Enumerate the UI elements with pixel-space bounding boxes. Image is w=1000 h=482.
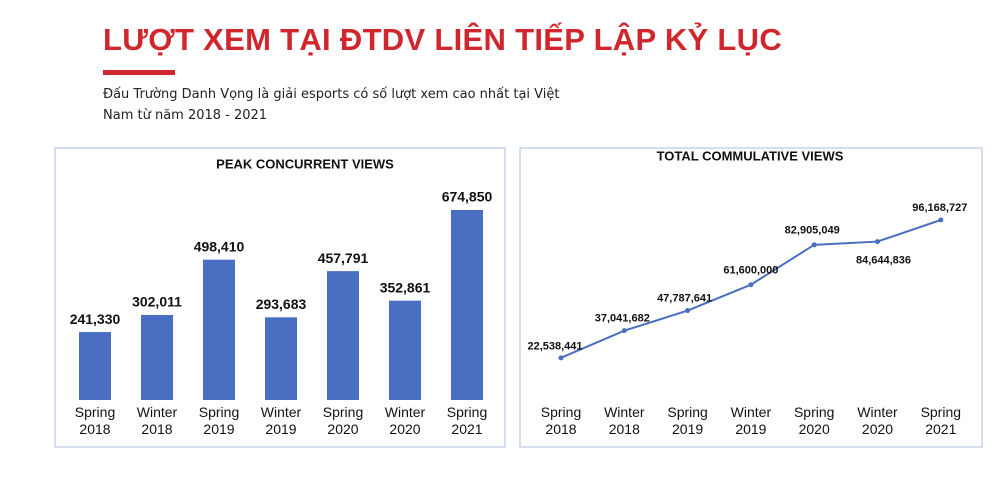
data-label: 674,850	[442, 189, 493, 205]
data-label: 457,791	[318, 250, 369, 266]
point	[685, 308, 691, 314]
bar	[451, 210, 483, 400]
x-tick-label: Spring 2018	[75, 404, 115, 437]
point	[811, 242, 817, 248]
x-tick-label: Spring 2020	[323, 404, 363, 437]
x-tick-label: Spring 2019	[199, 404, 239, 437]
point	[621, 328, 627, 334]
chart-frame	[519, 147, 983, 448]
line	[560, 219, 942, 359]
page-title: LƯỢT XEM TẠI ĐTDV LIÊN TIẾP LẬP KỶ LỤC	[103, 22, 783, 57]
bar	[327, 271, 359, 400]
x-tick-label: Winter 2019	[731, 404, 772, 437]
data-label: 47,787,641	[657, 292, 712, 304]
x-tick-label: Spring 2021	[447, 404, 487, 437]
data-label: 498,410	[194, 238, 245, 254]
point	[938, 217, 944, 223]
data-label: 352,861	[380, 279, 431, 295]
data-label: 37,041,682	[595, 313, 650, 325]
data-label: 241,330	[70, 311, 121, 327]
bar	[203, 259, 235, 400]
x-tick-label: Spring 2019	[667, 404, 707, 437]
x-tick-label: Spring 2021	[921, 404, 961, 437]
x-tick-label: Winter 2020	[385, 404, 426, 437]
x-tick-label: Spring 2018	[541, 404, 581, 437]
x-tick-label: Winter 2019	[261, 404, 302, 437]
bar	[141, 314, 173, 400]
bar	[79, 332, 111, 400]
data-label: 293,683	[256, 296, 307, 312]
data-label: 82,905,049	[785, 225, 840, 237]
subtitle: Đấu Trường Danh Vọng là giải esports có …	[103, 87, 560, 123]
x-tick-label: Winter 2018	[137, 404, 178, 437]
bar	[265, 317, 297, 400]
title-underline	[103, 70, 175, 75]
x-tick-label: Winter 2018	[604, 404, 645, 437]
chart-frame	[54, 147, 506, 448]
point	[748, 282, 754, 288]
data-label: 61,600,000	[723, 265, 778, 277]
chart-title: PEAK CONCURRENT VIEWS	[216, 156, 394, 171]
bar	[389, 300, 421, 400]
data-label: 22,538,441	[527, 341, 582, 353]
data-label: 84,644,836	[856, 254, 911, 266]
point	[875, 239, 880, 245]
x-tick-label: Spring 2020	[794, 404, 834, 437]
data-label: 302,011	[132, 294, 182, 310]
chart-title: TOTAL COMMULATIVE VIEWS	[657, 148, 844, 163]
data-label: 96,168,727	[912, 202, 967, 214]
point	[558, 355, 564, 361]
x-tick-label: Winter 2020	[857, 404, 898, 437]
